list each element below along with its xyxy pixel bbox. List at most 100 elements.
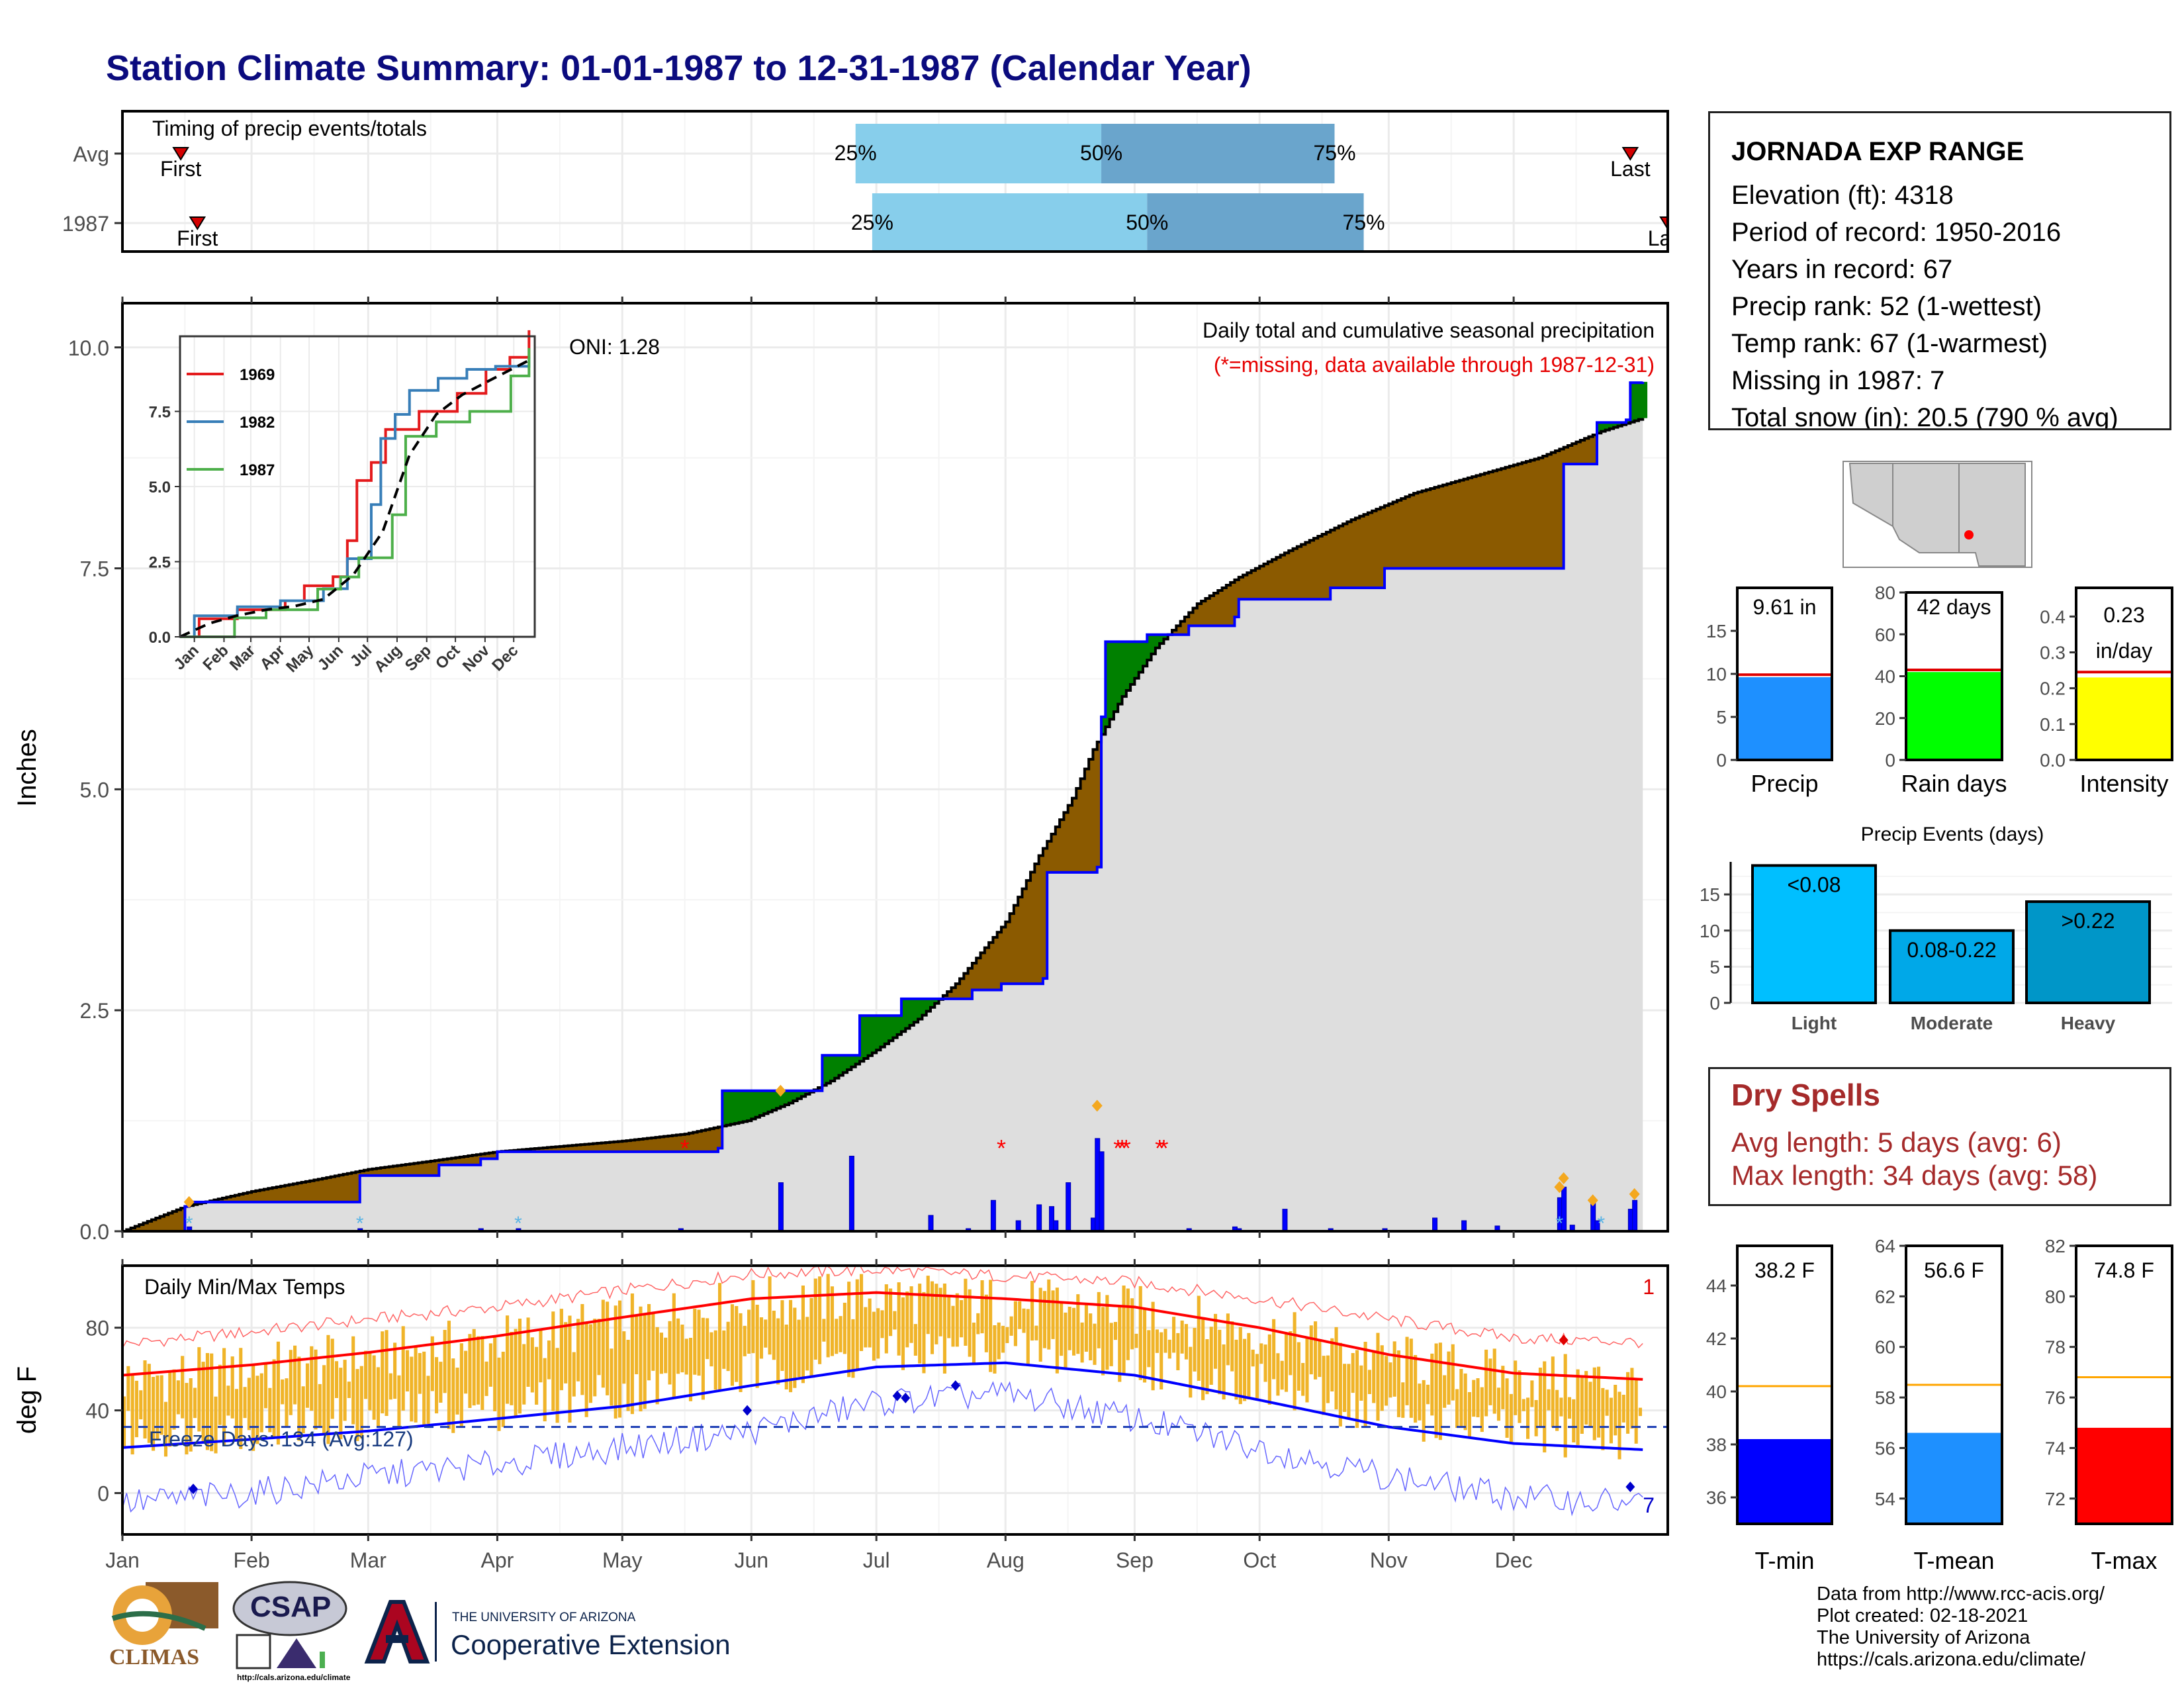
record-low-count: 7 (1643, 1493, 1655, 1517)
month-label: Mar (350, 1548, 387, 1572)
missing-data-marker: * (1118, 1135, 1127, 1162)
inset-series-line-1987 (180, 348, 531, 638)
precip-y-tick-label: 0.0 (80, 1220, 109, 1244)
station-line-temp-rank: Temp rank: 67 (1-warmest) (1731, 329, 2048, 358)
csap-logo-url: http://cals.arizona.edu/climate (237, 1673, 351, 1682)
temp-y-axis-label: deg F (13, 1366, 42, 1434)
rain_days-value-bar (1906, 672, 2002, 760)
daily-precip-bar (1432, 1217, 1438, 1232)
daily-precip-bar (1461, 1220, 1467, 1232)
precip-event-marker (1091, 1100, 1103, 1112)
tmean-y-tick-label: 60 (1875, 1337, 1895, 1358)
tmin-value-label: 38.2 F (1754, 1258, 1815, 1282)
snow-marker: * (1556, 1213, 1564, 1235)
inset-y-tick-label: 5.0 (149, 479, 171, 496)
events-y-tick-label: 0 (1709, 993, 1720, 1013)
station-name: JORNADA EXP RANGE (1731, 137, 2025, 166)
dry-spells-max: Max length: 34 days (avg: 58) (1731, 1160, 2098, 1191)
tmax-value-bar (2076, 1427, 2172, 1524)
precip_total-y-tick-label: 15 (1706, 621, 1727, 641)
temp-y-tick-label: 80 (85, 1317, 109, 1340)
intensity-y-tick-label: 0.3 (2040, 643, 2066, 663)
tmax-x-label: T-max (2091, 1547, 2157, 1574)
dry-spells-panel: Dry Spells Avg length: 5 days (avg: 6) M… (1708, 1067, 2171, 1206)
missing-data-marker: * (1113, 1135, 1122, 1162)
timing-q50-q75-bar (1101, 124, 1335, 183)
temp-record-marker (1559, 1335, 1569, 1346)
first-event-marker (172, 147, 189, 161)
inset-series-line-1982 (180, 357, 531, 638)
intensity-value-label-2: in/day (2096, 639, 2152, 663)
events-bar-light (1751, 864, 1877, 1005)
precip-y-tick-label: 5.0 (80, 778, 109, 802)
ua-logo-big-text: Cooperative Extension (451, 1629, 731, 1660)
precip-event-marker (1629, 1188, 1640, 1200)
station-locator-map (1843, 461, 2032, 568)
csap-cloud-icon (232, 1581, 347, 1669)
dry-spells-title: Dry Spells (1731, 1078, 1880, 1112)
temp-panel-border (121, 1264, 1669, 1536)
credit-url: https://cals.arizona.edu/climate/ (1817, 1649, 2086, 1670)
daily-temp-range-bars (122, 1274, 1643, 1460)
station-line-elevation: Elevation (ft): 4318 (1731, 181, 1954, 210)
rain_days-value-label: 42 days (1917, 595, 1991, 619)
month-label: Apr (481, 1548, 514, 1572)
climas-logo: CLIMAS (106, 1579, 222, 1678)
tmean-y-tick-label: 62 (1875, 1286, 1895, 1307)
tmin-record-line (122, 1381, 1643, 1517)
missing-data-marker: * (997, 1135, 1006, 1162)
average-cumulative-line (122, 418, 1645, 1233)
tmean-value-label: 56.6 F (1924, 1258, 1984, 1282)
events-bar-heavy (2025, 900, 2151, 1004)
station-line-precip-rank: Precip rank: 52 (1-wettest) (1731, 292, 2042, 321)
temp-y-tick-label: 0 (97, 1482, 109, 1506)
timing-q25-label: 25% (835, 141, 877, 165)
csap-logo: CSAP http://cals.arizona.edu/climate (230, 1579, 351, 1685)
intensity-y-tick-label: 0.0 (2040, 750, 2066, 771)
tmin-y-tick-label: 36 (1706, 1487, 1727, 1508)
events-y-tick-label: 5 (1709, 957, 1720, 977)
temp-record-marker (892, 1390, 902, 1401)
missing-data-marker: * (680, 1135, 690, 1162)
timing-panel-label: Timing of precip events/totals (152, 117, 427, 140)
daily-precip-bar (1066, 1182, 1071, 1232)
map-state-new-mexico (1958, 463, 2026, 567)
tmin-y-tick-label: 44 (1706, 1276, 1727, 1296)
rain_days-y-tick-label: 60 (1875, 624, 1895, 645)
month-label: Oct (1243, 1548, 1276, 1572)
tmin-value-bar (1737, 1439, 1832, 1524)
precip_total-y-tick-label: 5 (1716, 707, 1727, 727)
tmean-y-tick-label: 56 (1875, 1438, 1895, 1458)
credit-university: The University of Arizona (1817, 1627, 2030, 1648)
first-event-label: First (177, 226, 218, 250)
precip_total-value-label: 9.61 in (1752, 595, 1816, 619)
month-label: Jan (105, 1548, 140, 1572)
events-chart-title: Precip Events (days) (1861, 823, 2044, 845)
precip-panel-border (121, 302, 1669, 1233)
precip-y-tick-label: 7.5 (80, 557, 109, 581)
timing-q25-q50-bar (872, 193, 1148, 253)
timing-q25-q50-bar (855, 124, 1102, 183)
temp-panel-label: Daily Min/Max Temps (144, 1275, 345, 1299)
month-label: Feb (234, 1548, 270, 1572)
tmax-record-line (122, 1264, 1643, 1349)
month-label: Jun (735, 1548, 769, 1572)
credit-data-source: Data from http://www.rcc-acis.org/ (1817, 1583, 2105, 1605)
events-bar-label: 0.08-0.22 (1907, 938, 1996, 962)
missing-data-marker: * (1159, 1135, 1168, 1162)
temp-record-marker (743, 1405, 752, 1416)
month-label: May (602, 1548, 642, 1572)
daily-precip-bar (1053, 1220, 1059, 1232)
timing-panel-border (121, 110, 1669, 253)
tmin-y-tick-label: 38 (1706, 1434, 1727, 1455)
timing-q50-label: 50% (1126, 211, 1168, 234)
temp-y-tick-label: 40 (85, 1399, 109, 1423)
inset-average-line (179, 359, 530, 638)
timing-q75-label: 75% (1343, 211, 1385, 234)
tmax-y-tick-label: 78 (2045, 1337, 2066, 1358)
timing-row-label: Avg (73, 142, 109, 166)
precip-panel-subtitle: (*=missing, data available through 1987-… (1214, 353, 1655, 377)
temp-record-marker (1625, 1481, 1635, 1493)
timing-q75-label: 75% (1313, 141, 1355, 165)
daily-precip-bar (990, 1199, 996, 1232)
